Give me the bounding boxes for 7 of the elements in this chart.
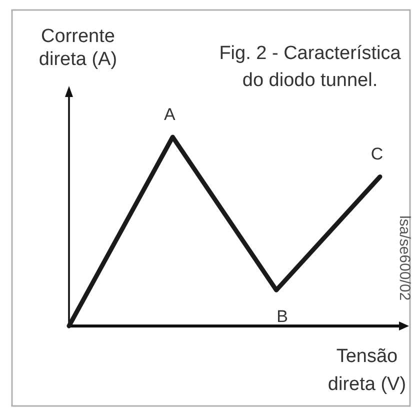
annotation: C — [370, 144, 384, 164]
annotation: lsa/se600/02 — [396, 215, 413, 301]
y-axis-title: Corrente direta (A) — [38, 26, 118, 70]
x-axis-title: Tensão direta (V) — [328, 346, 406, 395]
annotation: A — [164, 105, 176, 124]
annotation: B — [276, 307, 288, 326]
chart-title: Fig. 2 - Característica do diodo tunnel. — [219, 43, 402, 91]
